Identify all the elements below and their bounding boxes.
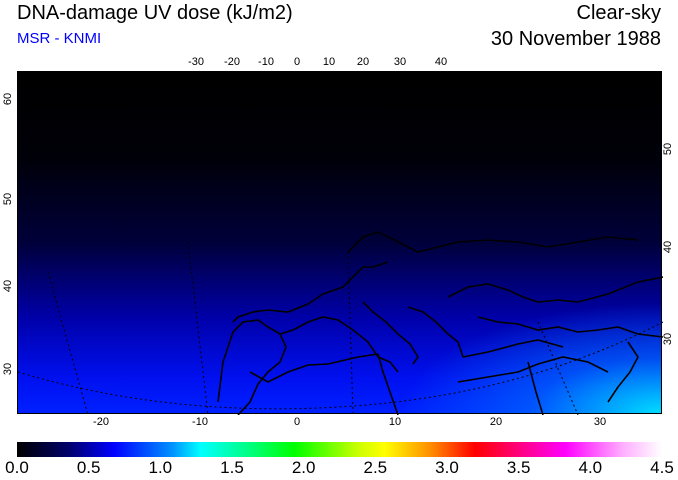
left-lat-label: 60 bbox=[2, 92, 15, 106]
bottom-lon-label: -10 bbox=[192, 416, 208, 428]
top-lon-label: 10 bbox=[322, 56, 336, 68]
right-lat-label: 40 bbox=[662, 240, 675, 254]
bottom-lon-label: 20 bbox=[489, 416, 503, 428]
top-lon-label: 0 bbox=[293, 56, 301, 68]
top-lon-label: -30 bbox=[188, 56, 204, 68]
source-label: MSR - KNMI bbox=[17, 30, 102, 47]
right-lat-label: 50 bbox=[662, 142, 675, 156]
top-lon-label: 40 bbox=[434, 56, 448, 68]
coastlines bbox=[18, 231, 663, 415]
colorbar-label: 4.0 bbox=[578, 458, 603, 477]
colorbar-label: 2.5 bbox=[363, 458, 388, 477]
colorbar-label: 4.5 bbox=[650, 458, 674, 477]
uv-dose-map bbox=[17, 71, 663, 415]
top-lon-label: -10 bbox=[258, 56, 274, 68]
condition-label: Clear-sky bbox=[576, 2, 661, 24]
bottom-lon-label: -20 bbox=[93, 416, 109, 428]
colorbar-label: 3.0 bbox=[435, 458, 459, 477]
colorbar-label: 0.0 bbox=[5, 458, 29, 477]
bottom-lon-label: 30 bbox=[593, 416, 607, 428]
colorbar-label: 1.5 bbox=[220, 458, 244, 477]
left-lat-label: 50 bbox=[2, 192, 15, 206]
top-lon-label: 20 bbox=[356, 56, 370, 68]
colorbar bbox=[17, 442, 662, 457]
left-lat-label: 30 bbox=[2, 362, 15, 376]
colorbar-label: 3.5 bbox=[506, 458, 531, 477]
date-label: 30 November 1988 bbox=[490, 28, 661, 50]
top-lon-label: 30 bbox=[393, 56, 407, 68]
colorbar-label: 0.5 bbox=[76, 458, 101, 477]
left-lat-label: 40 bbox=[2, 279, 15, 293]
colorbar-label: 1.0 bbox=[148, 458, 173, 477]
map-title: DNA-damage UV dose (kJ/m2) bbox=[17, 2, 293, 24]
top-lon-label: -20 bbox=[224, 56, 240, 68]
bottom-lon-label: 10 bbox=[388, 416, 402, 428]
colorbar-label: 2.0 bbox=[291, 458, 316, 477]
right-lat-label: 30 bbox=[662, 332, 675, 346]
bottom-lon-label: 0 bbox=[293, 416, 301, 428]
